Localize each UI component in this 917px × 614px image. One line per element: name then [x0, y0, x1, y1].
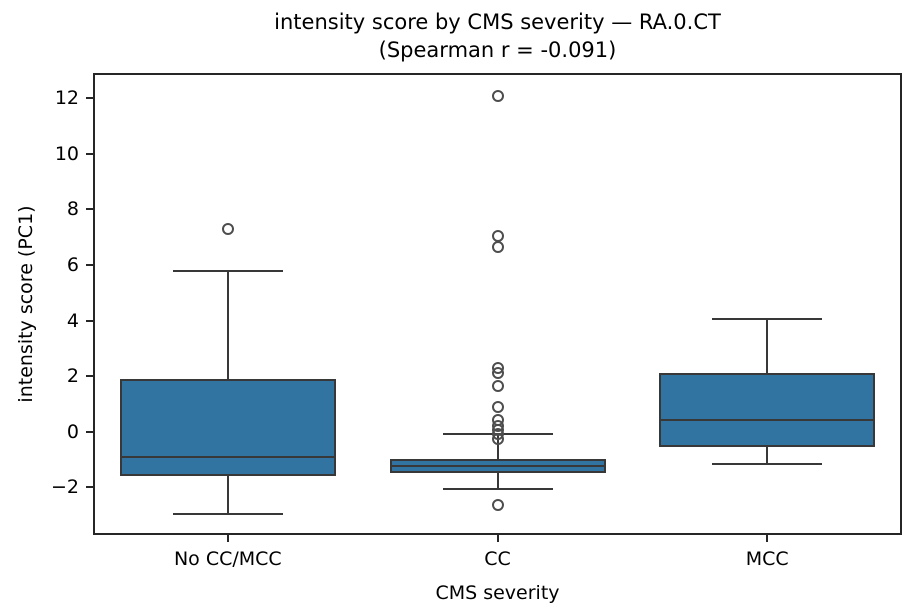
- outlier-point-cc: [491, 400, 504, 413]
- y-tick-label-12: 12: [54, 87, 79, 110]
- outlier-point-no-cc-mcc: [221, 222, 234, 235]
- x-tick-label-no-cc-mcc: No CC/MCC: [173, 548, 282, 570]
- y-tick-mark: [86, 486, 93, 489]
- y-tick-label--2: −2: [50, 476, 79, 499]
- y-tick-label-6: 6: [66, 253, 79, 276]
- y-tick-label-2: 2: [66, 365, 79, 388]
- outlier-point-cc: [491, 499, 504, 512]
- y-tick-mark: [86, 97, 93, 100]
- x-axis-label: CMS severity: [435, 582, 560, 604]
- whisker-lower-cap-cc: [442, 487, 553, 490]
- y-tick-label-4: 4: [66, 309, 79, 332]
- chart-title: intensity score by CMS severity — RA.0.C…: [93, 8, 902, 64]
- whisker-upper-line-cc: [496, 434, 499, 460]
- y-tick-mark: [86, 208, 93, 211]
- whisker-lower-cap-mcc: [712, 462, 823, 465]
- y-tick-label-0: 0: [66, 420, 79, 443]
- whisker-upper-line-mcc: [766, 319, 769, 374]
- box-no-cc-mcc: [119, 378, 336, 477]
- x-tick-label-cc: CC: [484, 548, 511, 570]
- whisker-upper-cap-mcc: [712, 318, 823, 321]
- y-tick-mark: [86, 263, 93, 266]
- outlier-point-cc: [491, 367, 504, 380]
- whisker-lower-line-no-cc-mcc: [226, 476, 229, 514]
- x-tick-mark: [226, 535, 229, 542]
- outlier-point-cc: [491, 229, 504, 242]
- x-tick-label-mcc: MCC: [745, 548, 789, 570]
- whisker-lower-line-cc: [496, 473, 499, 489]
- y-tick-mark: [86, 430, 93, 433]
- outlier-point-cc: [491, 89, 504, 102]
- median-line-cc: [389, 465, 606, 468]
- median-line-no-cc-mcc: [119, 455, 336, 458]
- chart-title-line2: (Spearman r = -0.091): [378, 38, 617, 62]
- x-tick-mark: [496, 535, 499, 542]
- whisker-upper-cap-no-cc-mcc: [172, 269, 283, 272]
- chart-title-line1: intensity score by CMS severity — RA.0.C…: [274, 10, 721, 34]
- outlier-point-cc: [491, 240, 504, 253]
- y-tick-mark: [86, 319, 93, 322]
- outlier-point-cc: [491, 432, 504, 445]
- whisker-upper-line-no-cc-mcc: [226, 270, 229, 379]
- y-tick-mark: [86, 375, 93, 378]
- whisker-lower-line-mcc: [766, 446, 769, 464]
- y-tick-label-8: 8: [66, 198, 79, 221]
- outlier-point-cc: [491, 379, 504, 392]
- y-tick-mark: [86, 152, 93, 155]
- median-line-mcc: [659, 418, 876, 421]
- box-mcc: [659, 373, 876, 447]
- y-tick-label-10: 10: [54, 142, 79, 165]
- whisker-lower-cap-no-cc-mcc: [172, 512, 283, 515]
- x-tick-mark: [766, 535, 769, 542]
